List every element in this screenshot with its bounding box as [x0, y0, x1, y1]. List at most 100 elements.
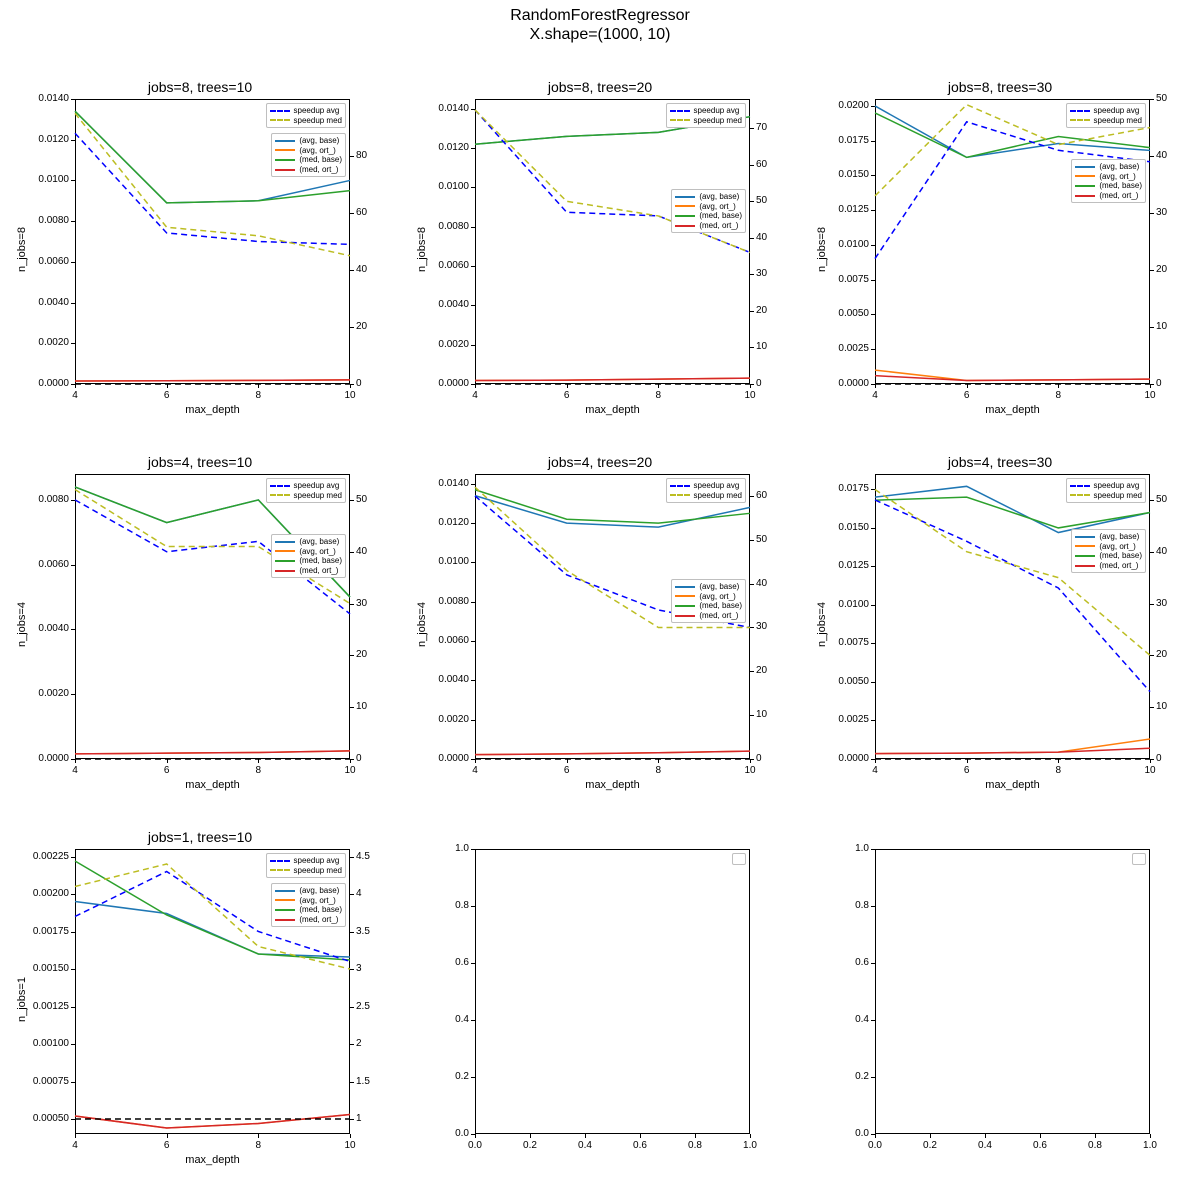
ytick-label-left: 0.0150	[838, 522, 869, 533]
xtick-label: 0.0	[868, 1140, 882, 1151]
xtick-label: 10	[1144, 390, 1155, 401]
subplot-title: jobs=4, trees=20	[400, 454, 800, 470]
ytick-label-right: 40	[356, 264, 367, 275]
ytick-mark-right	[1150, 500, 1154, 501]
ytick-mark-right	[350, 655, 354, 656]
ytick-mark-left	[871, 849, 875, 850]
ytick-mark-right	[350, 759, 354, 760]
legend-row: (med, ort_)	[675, 221, 742, 231]
xtick-label: 6	[964, 765, 970, 776]
legend-row: speedup avg	[1070, 106, 1142, 116]
xtick-label: 4	[72, 1140, 78, 1151]
ytick-label-right: 80	[356, 150, 367, 161]
legend-label: speedup avg	[694, 106, 740, 116]
xtick-label: 8	[656, 390, 662, 401]
legend-speedup: speedup avgspeedup med	[666, 103, 746, 128]
legend-swatch	[675, 595, 695, 597]
legend-label: (med, base)	[1099, 181, 1142, 191]
ytick-label-left: 0.0075	[838, 637, 869, 648]
legend-label: (med, ort_)	[1099, 561, 1138, 571]
xtick-label: 1.0	[743, 1140, 757, 1151]
ytick-mark-right	[350, 1044, 354, 1045]
ytick-mark-right	[350, 894, 354, 895]
ytick-label-left: 0.0080	[38, 494, 69, 505]
ylabel-left: n_jobs=4	[16, 602, 28, 647]
legend-label: (med, base)	[299, 905, 342, 915]
ytick-label-left: 0.0040	[438, 299, 469, 310]
legend-swatch	[675, 196, 695, 198]
ytick-label-left: 0.0080	[38, 215, 69, 226]
ytick-mark-right	[1150, 156, 1154, 157]
ytick-mark-right	[750, 165, 754, 166]
ytick-label-left: 0.8	[455, 900, 469, 911]
ytick-label-left: 0.0175	[838, 135, 869, 146]
ytick-mark-left	[871, 906, 875, 907]
ytick-label-right: 2	[356, 1038, 362, 1049]
legend-label: speedup med	[1094, 491, 1142, 501]
ytick-label-right: 20	[756, 665, 767, 676]
xtick-label: 10	[744, 390, 755, 401]
xtick-label: 6	[164, 1140, 170, 1151]
ytick-mark-right	[750, 671, 754, 672]
ytick-label-left: 0.0140	[38, 93, 69, 104]
ytick-label-left: 0.0075	[838, 274, 869, 285]
ytick-label-right: 1	[356, 1113, 362, 1124]
legend-label: speedup med	[294, 866, 342, 876]
legend-swatch	[1070, 110, 1090, 112]
ytick-mark-right	[350, 213, 354, 214]
legend-row: (avg, ort_)	[675, 592, 742, 602]
ytick-mark-right	[350, 1119, 354, 1120]
xtick-label: 0.2	[923, 1140, 937, 1151]
xtick-label: 4	[872, 765, 878, 776]
xlabel: max_depth	[875, 779, 1150, 791]
legend-swatch	[1075, 185, 1095, 187]
legend-row: speedup avg	[270, 106, 342, 116]
legend-row: (med, base)	[275, 905, 342, 915]
subplot-cell: jobs=8, trees=100.00000.00200.00400.0060…	[0, 75, 400, 450]
legend-swatch	[675, 225, 695, 227]
subplot-cell: jobs=1, trees=100.000500.000750.001000.0…	[0, 825, 400, 1200]
ytick-mark-right	[1150, 384, 1154, 385]
xtick-label: 10	[744, 765, 755, 776]
ytick-label-right: 60	[356, 207, 367, 218]
xtick-label: 0.8	[688, 1140, 702, 1151]
legend-swatch	[670, 485, 690, 487]
xtick-label: 4	[72, 765, 78, 776]
ytick-label-left: 0.4	[855, 1014, 869, 1025]
legend-speedup: speedup avgspeedup med	[1066, 478, 1146, 503]
ytick-mark-right	[1150, 707, 1154, 708]
figure: RandomForestRegressor X.shape=(1000, 10)…	[0, 0, 1200, 1200]
ylabel-left: n_jobs=4	[816, 602, 828, 647]
ytick-mark-right	[750, 201, 754, 202]
legend-label: speedup med	[694, 116, 742, 126]
ytick-label-right: 0	[1156, 753, 1162, 764]
ytick-label-right: 1.5	[356, 1076, 370, 1087]
ytick-label-left: 0.8	[855, 900, 869, 911]
ytick-mark-right	[350, 500, 354, 501]
figure-suptitle: RandomForestRegressor X.shape=(1000, 10)	[0, 6, 1200, 44]
ytick-label-left: 0.0175	[838, 483, 869, 494]
xtick-label: 6	[964, 390, 970, 401]
ytick-mark-right	[350, 1007, 354, 1008]
xtick-mark	[75, 1134, 76, 1138]
legend-speedup: speedup avgspeedup med	[266, 103, 346, 128]
xlabel: max_depth	[475, 404, 750, 416]
ytick-label-right: 4.5	[356, 851, 370, 862]
legend-swatch	[275, 550, 295, 552]
ytick-label-left: 0.6	[855, 957, 869, 968]
ylabel-left: n_jobs=8	[416, 227, 428, 272]
ytick-mark-left	[471, 1020, 475, 1021]
legend-empty	[732, 853, 746, 865]
xtick-label: 10	[344, 390, 355, 401]
ytick-label-left: 0.0120	[438, 517, 469, 528]
ytick-label-right: 10	[756, 341, 767, 352]
ytick-label-right: 20	[1156, 649, 1167, 660]
legend-series: (avg, base)(avg, ort_)(med, base)(med, o…	[1071, 159, 1146, 203]
legend-label: speedup med	[694, 491, 742, 501]
legend-row: speedup med	[270, 866, 342, 876]
ytick-label-left: 0.0100	[838, 599, 869, 610]
subplot-cell: jobs=4, trees=200.00000.00200.00400.0060…	[400, 450, 800, 825]
legend-label: (med, base)	[699, 211, 742, 221]
ytick-label-left: 0.0125	[838, 204, 869, 215]
ytick-label-right: 20	[356, 649, 367, 660]
